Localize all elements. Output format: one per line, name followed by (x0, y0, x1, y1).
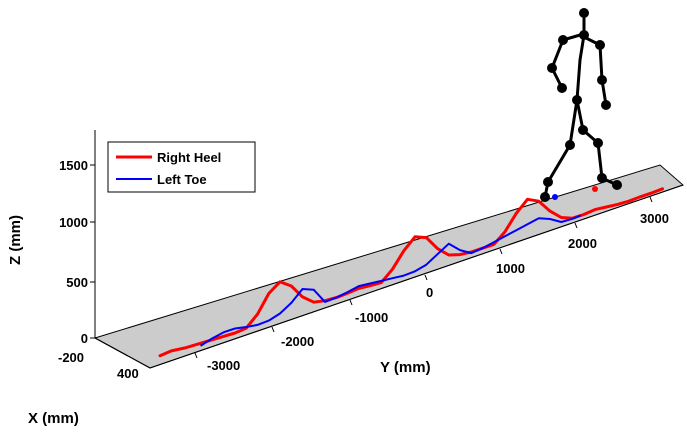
y-tick (349, 299, 353, 306)
legend-label-right-heel: Right Heel (157, 150, 221, 165)
skeleton-spine (575, 13, 586, 131)
x-axis-label: X (mm) (28, 410, 79, 427)
y-tick-label: -3000 (207, 358, 240, 373)
skeleton-joint (572, 95, 582, 105)
y-tick-label: -1000 (355, 310, 388, 325)
skeleton-right-arm (598, 44, 608, 106)
x-axis-line (94, 337, 151, 369)
z-tick-label: 1000 (59, 215, 88, 230)
legend-box (107, 141, 256, 193)
y-tick-label: 2000 (568, 236, 597, 251)
y-tick (424, 274, 428, 281)
skeleton-right-leg (582, 128, 618, 187)
z-tick-label: 500 (66, 275, 88, 290)
y-tick (194, 352, 198, 359)
skeleton-joint (593, 138, 603, 148)
y-tick-label: 0 (426, 285, 433, 300)
y-tick-label: 1000 (496, 261, 525, 276)
skeleton-joint (578, 125, 588, 135)
y-axis-line (149, 184, 684, 369)
y-tick-label: -2000 (281, 334, 314, 349)
series-line-right-heel (158, 187, 664, 358)
skeleton-left-leg (543, 99, 579, 198)
skeleton-joint (557, 83, 567, 93)
z-tick-label: 0 (81, 331, 88, 346)
y-tick (574, 222, 578, 229)
skeleton-joint (540, 192, 550, 202)
legend-label-left-toe: Left Toe (157, 172, 207, 187)
skeleton-joint (543, 177, 553, 187)
skeleton-joint (597, 173, 607, 183)
z-tick-label: 1500 (59, 158, 88, 173)
z-axis-label: Z (mm) (7, 215, 24, 265)
skeleton-joint (601, 100, 611, 110)
skeleton-joint (579, 30, 589, 40)
skeleton-joint (565, 140, 575, 150)
skeleton-joint (612, 180, 622, 190)
right-heel-marker (592, 186, 598, 192)
ground-plane (93, 164, 684, 369)
skeleton-joint (547, 63, 557, 73)
left-toe-marker (552, 194, 558, 200)
y-tick (499, 248, 503, 255)
skeleton-joint (595, 40, 605, 50)
y-tick (649, 196, 653, 203)
y-axis-label: Y (mm) (380, 359, 431, 376)
skeleton-joint (597, 75, 607, 85)
x-tick-label: -200 (58, 350, 84, 365)
skeleton-joint (579, 8, 589, 18)
skeleton-joint (558, 35, 568, 45)
y-tick (271, 326, 275, 333)
legend: Right Heel Left Toe (107, 141, 256, 193)
series-line-left-toe (200, 214, 581, 347)
walking-skeleton (540, 8, 622, 202)
x-tick-label: 400 (117, 366, 139, 381)
y-tick-label: 3000 (640, 211, 669, 226)
